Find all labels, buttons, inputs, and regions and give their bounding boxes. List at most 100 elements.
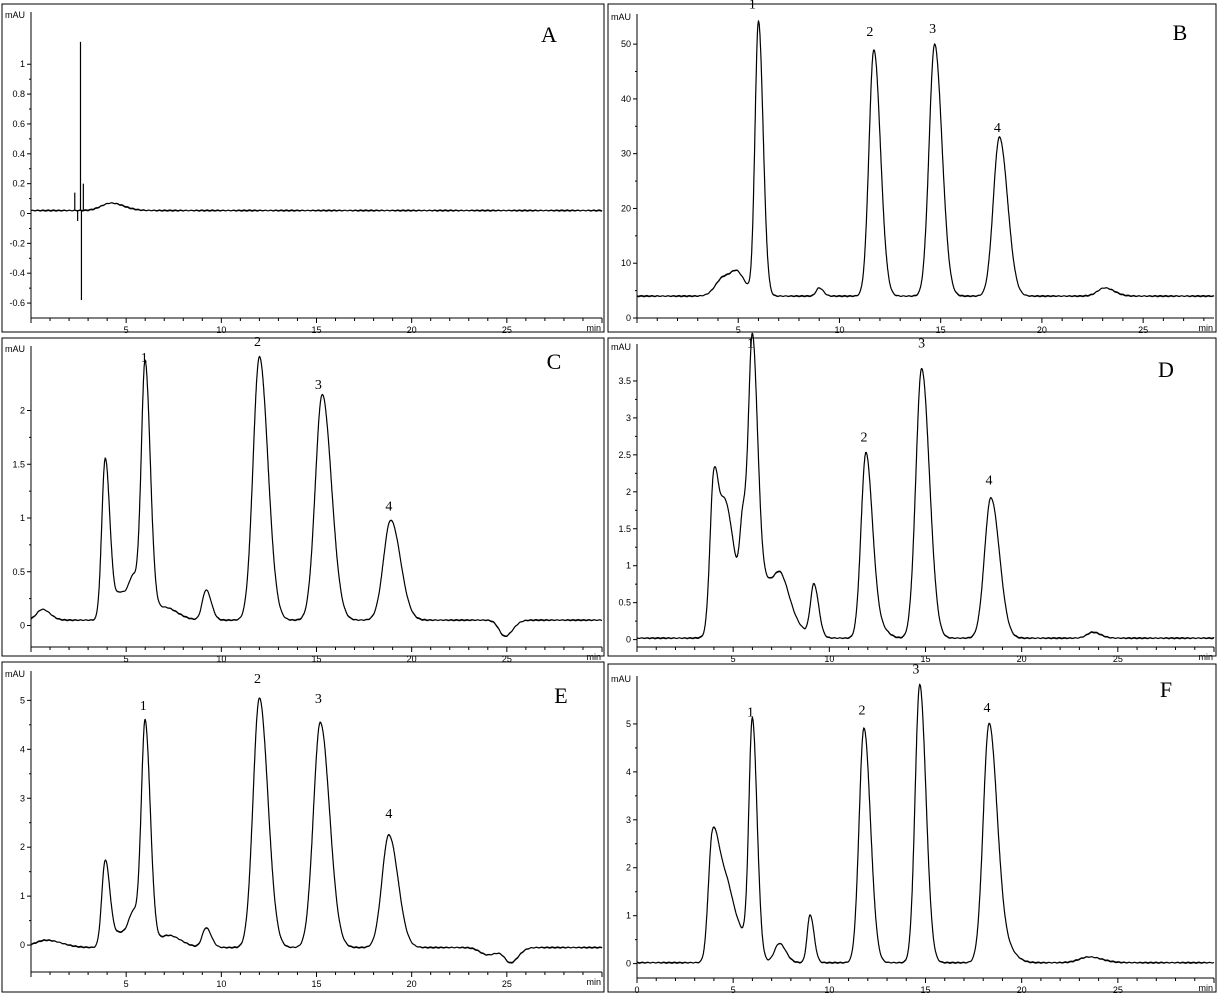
y-tick-label: 0 [20,621,25,631]
y-unit-label: mAU [611,342,631,352]
y-tick-label: 0.6 [12,119,25,129]
y-tick-label: 20 [621,203,631,213]
y-tick-label: 2.5 [618,450,631,460]
x-tick-label: 10 [824,985,834,995]
y-tick-label: -0.4 [9,268,25,278]
x-unit-label: min [586,977,601,987]
peak-label: 1 [140,699,147,714]
x-tick-label: 20 [407,325,417,335]
y-tick-label: 10 [621,258,631,268]
x-tick-label: 5 [124,654,129,664]
peak-label: 1 [747,706,754,721]
panel-frame [607,3,1217,333]
x-tick-label: 20 [1017,654,1027,664]
y-tick-label: 0.5 [12,567,25,577]
y-tick-label: 5 [626,719,631,729]
y-tick-label: 2 [626,863,631,873]
x-tick-label: 25 [1113,985,1123,995]
y-tick-label: 0 [20,209,25,219]
x-tick-label: 20 [1017,985,1027,995]
x-tick-label: 15 [311,979,321,989]
peak-label: 3 [918,337,925,352]
panel-letter: A [541,22,557,47]
peak-label: 4 [994,121,1001,136]
x-tick-label: 15 [920,985,930,995]
y-tick-label: 3 [626,413,631,423]
x-tick-label: 15 [311,325,321,335]
y-tick-label: 1 [626,911,631,921]
y-tick-label: 0 [626,635,631,645]
panel-letter: C [547,349,562,374]
panel-frame [1,3,605,333]
y-tick-label: 2 [20,842,25,852]
x-tick-label: 5 [736,325,741,335]
y-tick-label: 3 [20,793,25,803]
peak-label: 2 [254,335,261,350]
peak-label: 2 [860,431,867,446]
chromatogram-trace [30,697,603,964]
y-tick-label: 40 [621,94,631,104]
x-tick-label: 0 [634,985,639,995]
x-unit-label: min [586,652,601,662]
y-unit-label: mAU [5,344,25,354]
y-unit-label: mAU [611,12,631,22]
x-tick-label: 25 [1113,654,1123,664]
peak-label: 4 [385,499,392,514]
y-tick-label: 1 [20,59,25,69]
y-tick-label: 0.8 [12,89,25,99]
y-tick-label: 3.5 [618,376,631,386]
x-tick-label: 5 [731,985,736,995]
y-unit-label: mAU [611,674,631,684]
x-unit-label: min [1198,983,1213,993]
y-tick-label: 4 [20,744,25,754]
y-tick-label: 0.2 [12,179,25,189]
x-tick-label: 5 [124,979,129,989]
x-unit-label: min [1198,652,1213,662]
panel-frame [1,337,605,657]
y-tick-label: 50 [621,39,631,49]
panel-letter: E [554,683,567,708]
y-tick-label: 3 [626,815,631,825]
y-tick-label: 30 [621,149,631,159]
x-tick-label: 5 [731,654,736,664]
panel-frame [607,337,1217,657]
panel-e: 0 1 2 3 4 5 5 10 15 20 25 mAU min 1 2 3 4 E [1,661,605,993]
chromatogram-trace [636,332,1215,640]
x-tick-label: 10 [216,325,226,335]
x-tick-label: 15 [311,654,321,664]
y-tick-label: -0.6 [9,298,25,308]
peak-label: 4 [385,807,392,822]
x-tick-label: 20 [1037,325,1047,335]
y-tick-label: 1 [20,891,25,901]
panel-f: 0 1 2 3 4 5 0 5 10 15 20 25 mAU min 1 2 3 4 F [607,663,1217,995]
peak-label: 2 [866,25,873,40]
peak-label: 3 [315,378,322,393]
y-tick-label: 1 [626,561,631,571]
y-tick-label: 0.4 [12,149,25,159]
peak-label: 3 [315,692,322,707]
peak-label: 2 [859,703,866,718]
peak-label: 3 [929,22,936,37]
y-tick-label: 0 [20,940,25,950]
x-tick-label: 5 [124,325,129,335]
x-tick-label: 10 [824,654,834,664]
x-tick-label: 15 [936,325,946,335]
y-tick-label: 0 [626,313,631,323]
peak-label: 1 [747,337,754,352]
chromatogram-trace [30,355,603,638]
x-tick-label: 25 [502,325,512,335]
x-tick-label: 10 [216,979,226,989]
x-tick-label: 20 [407,979,417,989]
y-tick-label: 0.5 [618,598,631,608]
panel-letter: D [1158,357,1174,382]
panel-letter: B [1173,20,1188,45]
y-unit-label: mAU [5,10,25,20]
y-tick-label: 0 [626,959,631,969]
y-tick-label: 1 [20,513,25,523]
x-tick-label: 20 [407,654,417,664]
y-tick-label: 1.5 [618,524,631,534]
peak-label: 1 [141,351,148,366]
peak-label: 4 [985,473,992,488]
